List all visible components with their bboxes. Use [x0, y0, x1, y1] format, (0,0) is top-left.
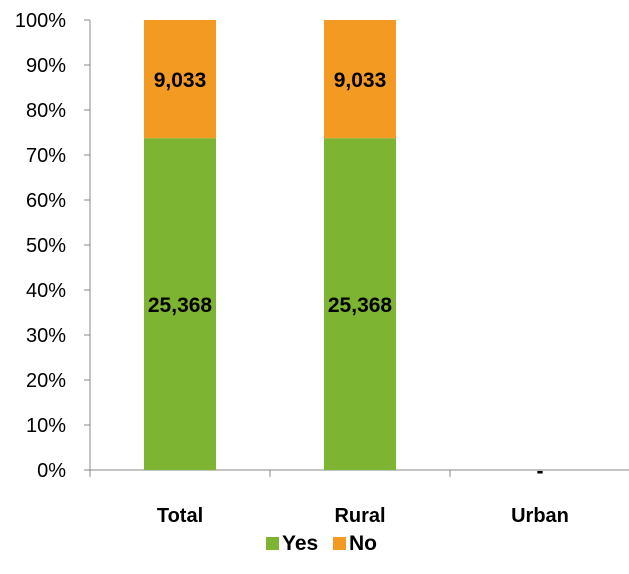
y-tick-label: 20%: [26, 370, 66, 392]
bar-segment-yes: [144, 138, 216, 470]
x-category-label: Rural: [334, 505, 385, 527]
legend-swatch-no: [333, 537, 346, 550]
y-tick-label: 30%: [26, 325, 66, 347]
data-label: 25,368: [148, 294, 213, 317]
y-tick-label: 80%: [26, 100, 66, 122]
bars: [144, 20, 396, 470]
bar-segment-no: [144, 20, 216, 139]
legend-swatch-yes: [266, 537, 279, 550]
legend-label: Yes: [282, 532, 318, 555]
data-label: 9,033: [154, 69, 207, 92]
legend-label: No: [349, 532, 377, 555]
y-tick-label: 100%: [15, 10, 66, 32]
y-tick-label: 50%: [26, 235, 66, 257]
y-tick-label: 0%: [37, 460, 66, 482]
y-tick-label: 10%: [26, 415, 66, 437]
data-label: 9,033: [334, 69, 387, 92]
y-tick-label: 90%: [26, 55, 66, 77]
bar-segment-no: [324, 20, 396, 139]
legend: Yes No: [266, 532, 377, 555]
y-tick-label: 60%: [26, 190, 66, 212]
x-category-label: Total: [157, 505, 203, 527]
data-label: 25,368: [328, 294, 393, 317]
empty-value-label: -: [537, 460, 544, 483]
axes: 0% 10% 20% 30% 40% 50% 60% 70% 80% 90% 100% Total Ru…: [15, 10, 629, 527]
y-tick-label: 40%: [26, 280, 66, 302]
data-labels: 25,368 9,033 25,368 9,033 -: [148, 69, 544, 483]
y-tick-label: 70%: [26, 145, 66, 167]
x-category-label: Urban: [511, 505, 569, 527]
bar-segment-yes: [324, 138, 396, 470]
